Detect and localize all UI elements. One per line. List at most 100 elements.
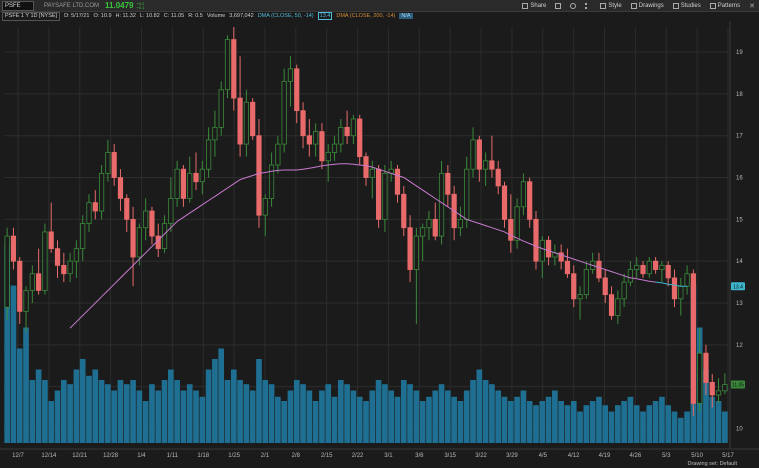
volume-bar (558, 401, 564, 443)
candle-body (86, 202, 92, 224)
candle-body (363, 156, 369, 178)
gear-icon[interactable] (570, 2, 577, 9)
candle-body (508, 218, 514, 241)
candle-body (17, 260, 23, 312)
study-dma-50[interactable]: DMA (CLOSE, 50, -14) (257, 13, 314, 19)
date-tick-label: 12/28 (103, 453, 119, 459)
price-tick-label: 10 (736, 426, 743, 432)
candle-body (520, 181, 526, 208)
volume-bar (413, 390, 420, 443)
candle-body (212, 126, 218, 141)
candle-body (256, 135, 262, 216)
studies-button[interactable]: Studies (672, 2, 701, 9)
price-tick-label: 16 (736, 176, 743, 182)
patterns-label: Patterns (717, 2, 741, 9)
volume-bar (60, 380, 67, 443)
volume-bar (722, 411, 728, 443)
volume-bar (325, 384, 332, 443)
style-button[interactable]: Style (600, 2, 622, 9)
patterns-button[interactable]: Patterns (709, 2, 741, 9)
volume-bar (614, 405, 621, 443)
candle-body (659, 264, 665, 270)
volume-bar (419, 401, 426, 443)
volume-bar (356, 396, 363, 443)
study-dma-200[interactable]: DMA (CLOSE, 200, -14) (336, 13, 396, 19)
volume-bar (545, 396, 552, 443)
date-tick-label: 2/8 (292, 453, 301, 459)
date-tick-label: 1/25 (228, 453, 240, 459)
volume-bar (86, 375, 92, 443)
candle-body (73, 248, 80, 262)
chart-label[interactable]: PSFE 1 Y 1D [NYSE] (2, 11, 61, 21)
change-bottom: +0.1 (136, 4, 145, 10)
candle-body (596, 260, 602, 279)
last-price-tag (731, 380, 745, 389)
date-tick-label: 2/22 (352, 453, 364, 459)
candle-body (545, 239, 552, 258)
candle-body (564, 260, 571, 275)
volume-bar (369, 390, 376, 443)
drawings-button[interactable]: Drawings (630, 2, 664, 9)
candle-body (105, 152, 111, 174)
candle-body (369, 168, 375, 178)
volume-bar (287, 390, 294, 443)
symbol-input[interactable]: PSFE (2, 0, 34, 11)
date-tick-label: 5/10 (691, 453, 703, 459)
last-price: 11.0479 (105, 1, 134, 10)
candle-body (432, 218, 438, 237)
volume-bar (98, 380, 105, 443)
studies-icon (672, 2, 679, 9)
share-button[interactable]: Share (522, 2, 546, 9)
candle-body (665, 264, 671, 279)
more-icon[interactable] (585, 2, 591, 9)
date-tick-label: 12/21 (72, 453, 88, 459)
candle-body (722, 384, 728, 392)
volume-bar (29, 380, 36, 443)
candle-body (464, 168, 470, 220)
volume-bar (268, 384, 275, 443)
candle-body (375, 168, 382, 220)
date-tick-label: 4/26 (630, 453, 642, 459)
candle-body (80, 223, 86, 250)
volume-bar (451, 396, 457, 443)
volume-bar (646, 405, 653, 443)
volume-bar (400, 380, 407, 443)
volume-bar (388, 390, 395, 443)
price-chart[interactable]: 10111213141516171819 12/712/1412/2112/28… (0, 21, 759, 468)
volume-bar (489, 384, 495, 443)
volume-bar (445, 390, 451, 443)
volume-bar (174, 380, 180, 443)
candle-body (407, 227, 413, 270)
volume-bar (665, 405, 672, 443)
candle-body (703, 352, 709, 383)
date-tick-label: 3/29 (506, 453, 518, 459)
volume-bar (589, 401, 596, 443)
candle-body (420, 227, 426, 237)
date-tick-label: 3/22 (475, 453, 487, 459)
date-tick-label: 1/11 (167, 453, 179, 459)
volume-bar (193, 390, 199, 443)
change-top: +0.2 (136, 0, 145, 6)
price-tick-label: 13 (736, 301, 743, 307)
date-axis[interactable]: 12/7 12/14 12/21 12/28 1/4 1/11 1/18 1/25 2/1 2/8… (0, 448, 759, 459)
candle-body (218, 89, 224, 128)
volume-bar (407, 384, 413, 443)
candle-body (281, 80, 287, 145)
volume-bar (4, 243, 10, 443)
volume-bar (520, 390, 527, 443)
candle-body (237, 97, 243, 145)
top-toolbar: PSFE PAYSAFE LTD.COM 11.0479 +0.2 +0.1 S… (0, 0, 759, 12)
candle-body (445, 172, 451, 195)
candle-body (690, 273, 696, 404)
date-tick-label: 5/3 (662, 453, 671, 459)
price-tags: 13.4 11.05 (731, 282, 745, 389)
candle-body (54, 248, 61, 266)
volume-bar (205, 369, 212, 443)
bell-icon[interactable] (555, 2, 562, 9)
volume-bar (526, 401, 533, 443)
candle-body (193, 172, 199, 183)
style-label: Style (608, 2, 622, 9)
candle-body (457, 218, 464, 229)
close-icon[interactable]: ✕ (749, 2, 755, 10)
toolbar-actions: Share Style Drawings Studies Patterns ✕ (522, 0, 755, 11)
